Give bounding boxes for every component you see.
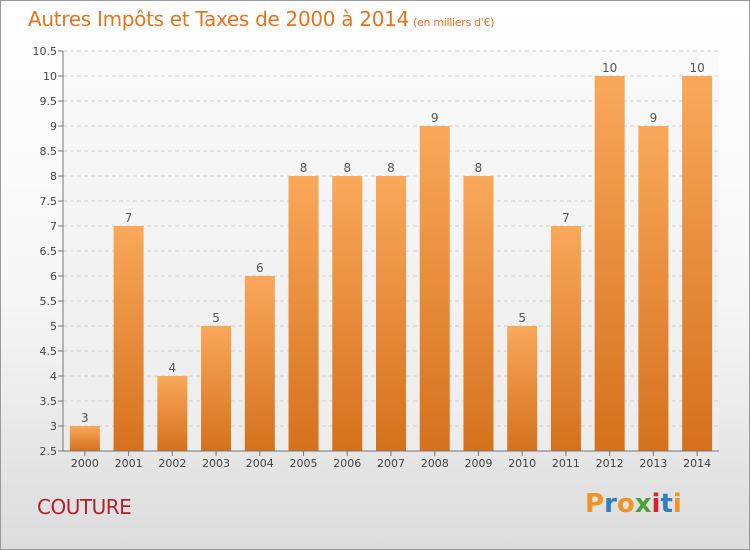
bar (244, 276, 275, 451)
data-label: 7 (562, 211, 570, 225)
bar (594, 76, 625, 451)
data-label: 10 (602, 61, 617, 75)
chart-subtitle: (en milliers d'€) (413, 16, 495, 29)
y-tick-label: 5 (50, 320, 57, 333)
data-label: 10 (689, 61, 704, 75)
logo-letter: x (634, 489, 652, 519)
bar (550, 226, 581, 451)
data-label: 7 (125, 211, 133, 225)
x-tick-label: 2004 (246, 457, 274, 470)
y-tick-label: 4.5 (40, 345, 58, 358)
bar (69, 426, 100, 451)
x-tick-label: 2013 (639, 457, 667, 470)
bar (682, 76, 713, 451)
x-tick-label: 2008 (421, 457, 449, 470)
commune-name: COUTURE (37, 495, 132, 519)
y-tick-label: 7.5 (40, 195, 58, 208)
bar (419, 126, 450, 451)
logo-letter: i (672, 489, 682, 519)
x-tick-label: 2003 (202, 457, 230, 470)
bar (157, 376, 188, 451)
data-label: 9 (650, 111, 658, 125)
y-tick-label: 10.5 (33, 45, 58, 58)
data-label: 5 (518, 311, 526, 325)
y-tick-label: 5.5 (40, 295, 58, 308)
x-tick-label: 2007 (377, 457, 405, 470)
x-tick-label: 2010 (508, 457, 536, 470)
bar (201, 326, 232, 451)
bar (113, 226, 144, 451)
data-label: 8 (300, 161, 308, 175)
proxiti-logo: Proxiti (585, 489, 682, 519)
bar (463, 176, 494, 451)
logo-letter: r (604, 489, 617, 519)
bar (376, 176, 406, 451)
chart-title: Autres Impôts et Taxes de 2000 à 2014 (en… (28, 7, 494, 31)
y-tick-label: 9 (50, 120, 57, 133)
x-tick-label: 2009 (464, 457, 492, 470)
y-tick-label: 2.5 (40, 445, 58, 458)
x-tick-label: 2000 (71, 457, 99, 470)
data-label: 8 (387, 161, 395, 175)
bar (638, 126, 669, 451)
x-tick-label: 2001 (115, 457, 143, 470)
data-label: 8 (475, 161, 483, 175)
x-tick-label: 2011 (552, 457, 580, 470)
data-label: 3 (81, 411, 89, 425)
x-tick-label: 2005 (290, 457, 318, 470)
logo-letter: i (651, 489, 661, 519)
bar (288, 176, 319, 451)
chart-title-text: Autres Impôts et Taxes de 2000 à 2014 (28, 7, 409, 31)
y-tick-label: 9.5 (40, 95, 58, 108)
data-label: 9 (431, 111, 439, 125)
logo-letter: o (616, 489, 635, 519)
data-label: 5 (212, 311, 220, 325)
y-tick-label: 3.5 (40, 395, 58, 408)
bar (507, 326, 538, 451)
y-tick-label: 8.5 (40, 145, 58, 158)
y-tick-label: 4 (50, 370, 57, 383)
x-tick-label: 2006 (333, 457, 361, 470)
data-label: 8 (343, 161, 351, 175)
data-label: 4 (169, 361, 177, 375)
logo-letter: P (585, 489, 605, 519)
data-label: 6 (256, 261, 264, 275)
bars (69, 76, 713, 451)
y-tick-label: 7 (50, 220, 57, 233)
x-tick-label: 2014 (683, 457, 711, 470)
axes: 2.5 3 3.5 4 4.5 5 5.5 6 6.5 7 7.5 8 8.5 9 9.5 10 10.5 200… (33, 45, 719, 470)
y-tick-label: 10 (43, 70, 57, 83)
y-tick-label: 6.5 (40, 245, 58, 258)
bar (332, 176, 363, 451)
x-tick-label: 2012 (596, 457, 624, 470)
data-labels: 3 7 4 5 6 8 8 8 9 8 5 7 10 9 10 (81, 61, 705, 425)
y-tick-label: 6 (50, 270, 57, 283)
y-tick-label: 3 (50, 420, 57, 433)
y-tick-label: 8 (50, 170, 57, 183)
x-tick-label: 2002 (158, 457, 186, 470)
logo-letter: t (660, 489, 673, 519)
